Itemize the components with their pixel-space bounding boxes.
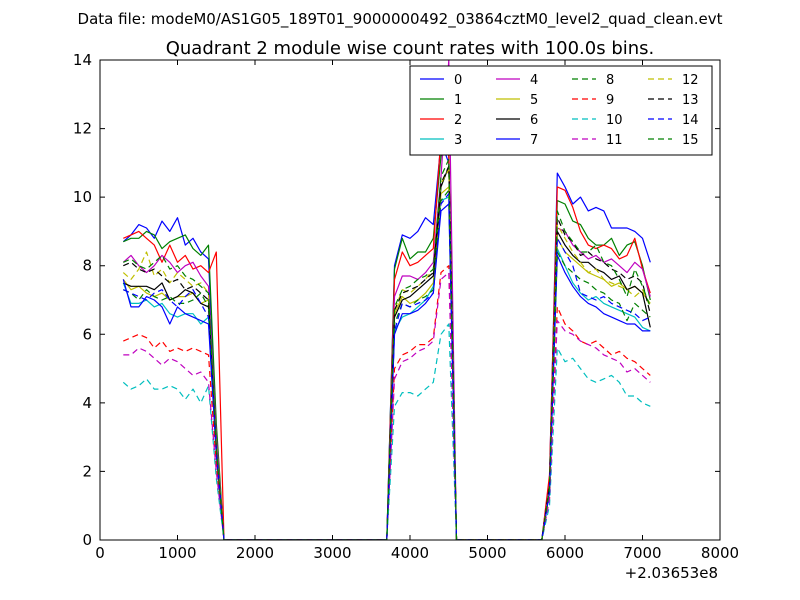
chart-title: Quadrant 2 module wise count rates with … bbox=[166, 38, 655, 59]
series-line-4 bbox=[122, 60, 651, 540]
legend-label-13: 13 bbox=[682, 93, 699, 108]
x-tick-label: 7000 bbox=[623, 544, 661, 562]
y-tick-label: 2 bbox=[82, 462, 92, 480]
series-line-7 bbox=[122, 203, 651, 540]
legend-label-1: 1 bbox=[454, 93, 462, 108]
x-tick-label: 4000 bbox=[391, 544, 429, 562]
legend-label-8: 8 bbox=[606, 73, 614, 88]
legend-label-7: 7 bbox=[530, 133, 538, 148]
legend-label-6: 6 bbox=[530, 113, 538, 128]
series-line-15 bbox=[123, 158, 651, 540]
legend-label-14: 14 bbox=[682, 113, 699, 128]
legend-label-5: 5 bbox=[530, 93, 538, 108]
y-tick-label: 0 bbox=[82, 531, 92, 549]
series-line-14 bbox=[123, 193, 651, 540]
x-tick-label: 5000 bbox=[468, 544, 506, 562]
x-tick-label: 2000 bbox=[236, 544, 274, 562]
y-tick-label: 6 bbox=[82, 325, 92, 343]
series-line-11 bbox=[123, 272, 651, 540]
x-tick-label: 3000 bbox=[313, 544, 351, 562]
y-tick-label: 10 bbox=[73, 188, 92, 206]
axes: 0 1000 2000 3000 4000 5000 6000 7000 80000246810… bbox=[73, 51, 739, 562]
legend-label-3: 3 bbox=[454, 133, 462, 148]
x-offset-label: +2.03653e8 bbox=[625, 564, 718, 582]
x-tick-label: 1000 bbox=[158, 544, 196, 562]
legend-label-11: 11 bbox=[606, 133, 623, 148]
x-tick-label: 0 bbox=[95, 544, 105, 562]
legend-label-12: 12 bbox=[682, 73, 699, 88]
y-tick-label: 12 bbox=[73, 120, 92, 138]
series-line-12 bbox=[122, 169, 651, 540]
legend-label-2: 2 bbox=[454, 113, 462, 128]
legend-label-0: 0 bbox=[454, 73, 462, 88]
series-line-8 bbox=[123, 189, 651, 540]
y-tick-label: 14 bbox=[73, 51, 92, 69]
y-tick-label: 4 bbox=[82, 394, 92, 412]
plot-area bbox=[122, 60, 651, 540]
y-tick-label: 8 bbox=[82, 257, 92, 275]
series-line-9 bbox=[123, 265, 651, 540]
series-line-2 bbox=[123, 134, 651, 540]
series-line-1 bbox=[123, 152, 651, 540]
data-file-label: Data file: modeM0/AS1G05_189T01_90000004… bbox=[78, 10, 723, 29]
series-line-0 bbox=[122, 141, 651, 540]
series-line-10 bbox=[122, 323, 651, 540]
x-tick-label: 8000 bbox=[701, 544, 739, 562]
x-tick-label: 6000 bbox=[546, 544, 584, 562]
legend-label-15: 15 bbox=[682, 133, 699, 148]
legend-label-4: 4 bbox=[530, 73, 538, 88]
legend-box bbox=[409, 65, 713, 156]
legend-label-9: 9 bbox=[606, 93, 614, 108]
legend-label-10: 10 bbox=[606, 113, 623, 128]
